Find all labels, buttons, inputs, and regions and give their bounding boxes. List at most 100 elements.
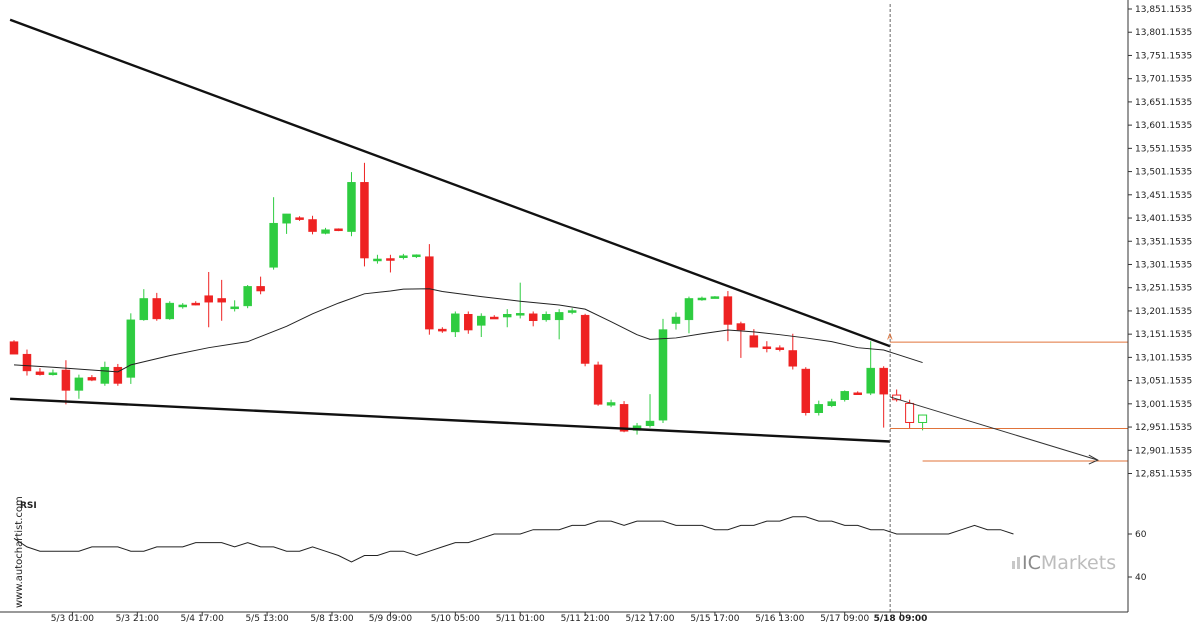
candle-body bbox=[438, 328, 447, 332]
moving-average-line bbox=[13, 288, 923, 373]
price-tick-label: 13,251.1535 bbox=[1135, 284, 1192, 294]
candle-body bbox=[100, 366, 110, 384]
candle bbox=[853, 391, 862, 395]
rsi-tick-label: 40 bbox=[1135, 573, 1147, 583]
candle bbox=[113, 363, 123, 386]
candle-body bbox=[606, 402, 616, 406]
rsi-title: RSI bbox=[20, 501, 37, 511]
candle bbox=[48, 369, 58, 376]
candle bbox=[412, 254, 421, 259]
candle-body bbox=[490, 316, 499, 320]
candle bbox=[243, 284, 252, 309]
candle-body bbox=[74, 377, 84, 391]
candle bbox=[580, 313, 590, 367]
candle-body bbox=[321, 229, 330, 234]
breakout-marker: A bbox=[887, 332, 893, 341]
candle-body bbox=[295, 217, 304, 220]
price-tick-label: 12,951.1535 bbox=[1135, 423, 1192, 433]
logo-ic-text: IC bbox=[1022, 552, 1041, 574]
price-tick-label: 13,701.1535 bbox=[1135, 75, 1192, 85]
price-axis: 13,851.1535 13,801.1535 13,751.1535 13,701.… bbox=[1128, 5, 1192, 480]
price-tick-label: 13,351.1535 bbox=[1135, 237, 1192, 247]
candle-body bbox=[412, 254, 421, 258]
time-tick-label: 5/3 01:00 bbox=[51, 614, 95, 624]
candle-body bbox=[567, 310, 577, 313]
pattern-layer: A bbox=[9, 4, 1128, 612]
price-tick-label: 13,101.1535 bbox=[1135, 353, 1192, 363]
price-tick-label: 13,001.1535 bbox=[1135, 400, 1192, 410]
time-tick-label: 5/10 05:00 bbox=[431, 614, 480, 624]
candle bbox=[217, 279, 226, 321]
candle-body bbox=[528, 313, 538, 322]
watermark-text: www.autochartist.com bbox=[14, 496, 25, 608]
candle bbox=[386, 254, 395, 273]
candle-body bbox=[477, 315, 486, 326]
candle-body bbox=[126, 319, 136, 378]
candle-body bbox=[165, 302, 175, 320]
candle-body bbox=[840, 391, 849, 400]
candle-body bbox=[736, 323, 746, 331]
candle bbox=[567, 308, 577, 315]
price-tick-label: 13,401.1535 bbox=[1135, 214, 1192, 224]
candle-body bbox=[152, 298, 162, 320]
candle-body bbox=[48, 372, 58, 376]
candle-body bbox=[697, 297, 707, 301]
price-tick-label: 13,651.1535 bbox=[1135, 98, 1192, 108]
candle bbox=[269, 197, 278, 270]
candle-body bbox=[619, 404, 629, 432]
candle bbox=[775, 345, 785, 352]
candle bbox=[490, 315, 499, 320]
candle bbox=[814, 400, 824, 416]
candle bbox=[451, 311, 460, 338]
candle bbox=[554, 309, 564, 340]
price-tick-label: 13,601.1535 bbox=[1135, 121, 1192, 131]
candle-body bbox=[671, 316, 681, 324]
time-tick-label: 5/11 01:00 bbox=[496, 614, 545, 624]
candle-body bbox=[230, 306, 239, 310]
candle bbox=[87, 375, 97, 382]
candle-body bbox=[347, 182, 356, 232]
candle bbox=[35, 368, 45, 376]
price-tick-label: 13,551.1535 bbox=[1135, 144, 1192, 154]
candle bbox=[515, 282, 525, 319]
candle bbox=[736, 321, 746, 358]
svg-text:ICMarkets: ICMarkets bbox=[1022, 552, 1116, 574]
candle-body bbox=[256, 286, 265, 292]
candle bbox=[541, 311, 551, 322]
rsi-panel: 60 40 bbox=[13, 516, 1147, 583]
candle bbox=[464, 311, 473, 334]
candle bbox=[619, 401, 629, 433]
candle bbox=[256, 276, 265, 295]
candle bbox=[658, 318, 668, 423]
price-tick-label: 13,151.1535 bbox=[1135, 330, 1192, 340]
candle bbox=[61, 360, 71, 405]
candle bbox=[165, 301, 175, 320]
candle-body bbox=[788, 350, 798, 367]
price-tick-label: 13,801.1535 bbox=[1135, 28, 1192, 38]
candle bbox=[762, 341, 772, 353]
candle bbox=[528, 311, 538, 327]
candle bbox=[593, 361, 603, 406]
candle bbox=[606, 399, 616, 408]
time-tick-label: 5/17 09:00 bbox=[820, 614, 869, 624]
support-trendline bbox=[10, 397, 891, 443]
candle bbox=[360, 162, 369, 267]
candle-body bbox=[217, 298, 226, 303]
logo-markets-text: Markets bbox=[1041, 552, 1116, 574]
candle bbox=[191, 301, 200, 306]
candle bbox=[139, 289, 149, 321]
candle bbox=[178, 303, 187, 309]
price-tick-label: 13,851.1535 bbox=[1135, 5, 1192, 15]
candle bbox=[723, 291, 733, 342]
candle-body bbox=[451, 313, 460, 333]
candle bbox=[645, 394, 655, 428]
candle-body bbox=[580, 314, 590, 364]
time-tick-label: 5/9 09:00 bbox=[369, 614, 413, 624]
candle bbox=[152, 292, 162, 321]
candle-body bbox=[645, 420, 655, 426]
candle bbox=[295, 216, 304, 221]
forecast-arrow-line bbox=[890, 396, 1098, 461]
candle-body bbox=[593, 364, 603, 405]
candle bbox=[347, 172, 356, 237]
